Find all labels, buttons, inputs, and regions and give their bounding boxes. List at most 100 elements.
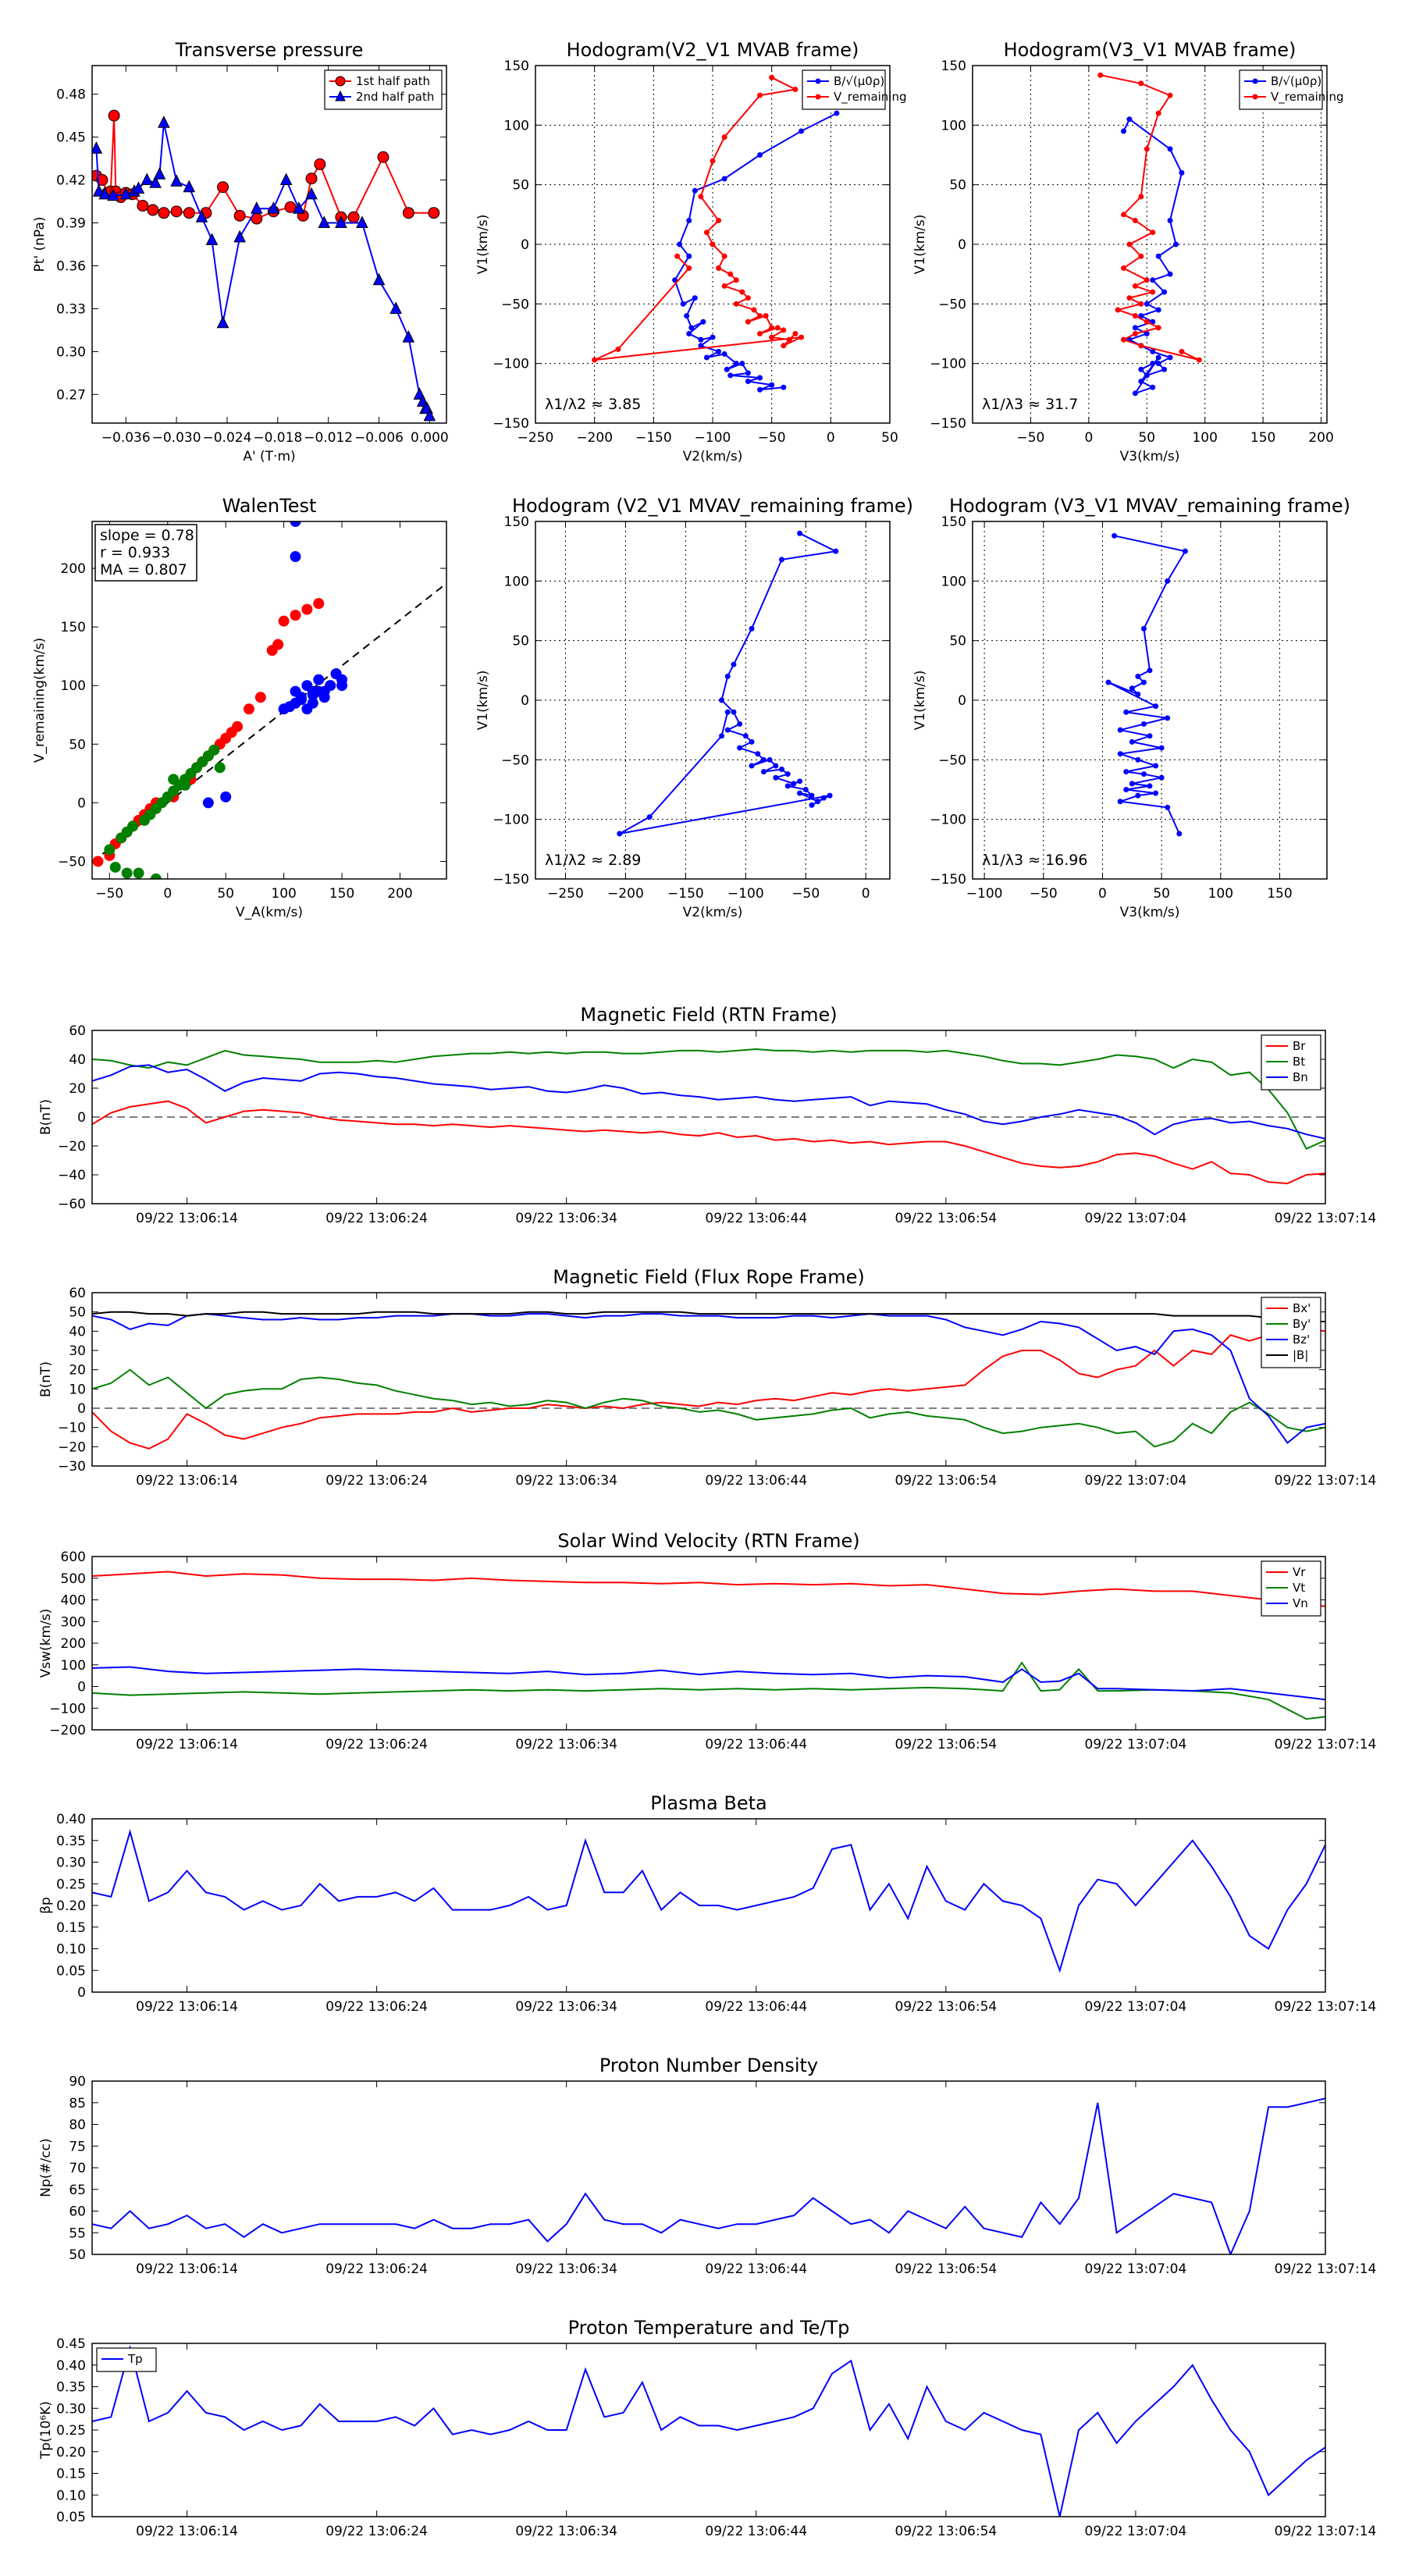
y-tick-label: 30	[69, 1343, 86, 1359]
data-point	[1153, 703, 1159, 710]
data-point	[1144, 301, 1150, 307]
series-bx-	[92, 1328, 1325, 1450]
data-point	[170, 174, 183, 187]
data-point	[749, 763, 755, 769]
y-tick-label: 0	[77, 1680, 86, 1695]
plot-area	[1097, 72, 1202, 397]
data-point	[686, 217, 692, 223]
data-point	[104, 844, 116, 856]
data-point	[769, 334, 775, 340]
data-point	[149, 176, 162, 188]
data-point	[797, 530, 803, 536]
x-tick-label: −0.006	[354, 430, 404, 446]
data-point	[1144, 146, 1150, 152]
x-axis-label: V3(km/s)	[1120, 905, 1180, 920]
axes-frame	[91, 65, 447, 424]
y-tick-label: −100	[49, 1701, 86, 1717]
data-point	[719, 697, 725, 703]
data-point	[278, 615, 290, 627]
legend-label: Vt	[1293, 1581, 1305, 1595]
data-point	[1150, 229, 1156, 236]
data-point	[710, 241, 716, 247]
y-tick-label: 85	[69, 2096, 86, 2112]
legend-box	[324, 69, 443, 110]
y-tick-label: 0	[77, 1985, 86, 2001]
data-point	[1167, 354, 1173, 361]
data-point	[751, 307, 757, 313]
chart-h2: Hodogram(V3_V1 MVAB frame) −50 0 50 100 150 20…	[912, 39, 1344, 464]
data-point	[290, 610, 301, 621]
series-line	[594, 76, 802, 361]
x-tick-label: 09/22 13:07:14	[1275, 1999, 1377, 2015]
plot-area	[92, 2344, 1325, 2517]
y-tick-label: 400	[61, 1593, 86, 1609]
data-point	[716, 217, 722, 223]
data-point	[739, 361, 745, 367]
data-point	[760, 756, 767, 763]
data-point	[109, 861, 121, 873]
y-axis-label: V1(km/s)	[475, 215, 491, 275]
x-tick-label: 100	[1192, 430, 1217, 446]
eigen-ratio-label: λ1/λ3 ≈ 16.96	[982, 852, 1087, 869]
data-point	[1121, 265, 1127, 272]
data-point	[724, 673, 731, 679]
axes-frame	[91, 1292, 1326, 1467]
data-point	[389, 301, 402, 314]
data-point	[428, 207, 440, 219]
x-tick-label: 09/22 13:06:44	[705, 1737, 807, 1752]
data-point	[1158, 745, 1165, 751]
legend-marker	[815, 78, 821, 84]
data-point	[674, 253, 681, 259]
data-point	[815, 799, 821, 805]
data-point	[96, 174, 108, 187]
data-point	[284, 701, 296, 713]
x-tick-label: −200	[576, 430, 613, 446]
data-point	[1155, 325, 1161, 331]
x-tick-label: 50	[1138, 430, 1155, 446]
legend-label: 1st half path	[356, 74, 430, 88]
data-point	[760, 769, 767, 775]
y-tick-label: −50	[58, 854, 86, 870]
series-line	[92, 2344, 1325, 2517]
chart-beta: Plasma Beta 09/22 13:06:14 09/22 13:06:24 0…	[38, 1792, 1376, 2015]
data-point	[250, 201, 263, 214]
legend-label: |B|	[1293, 1348, 1308, 1362]
y-tick-label: 50	[69, 737, 86, 753]
y-tick-label: 100	[504, 118, 529, 133]
data-point	[216, 315, 229, 329]
data-point	[1138, 80, 1144, 87]
y-axis-label: B(nT)	[38, 1361, 54, 1397]
y-tick-label: 60	[69, 1023, 86, 1039]
data-point	[802, 787, 809, 792]
series-b-0-	[672, 110, 840, 393]
x-tick-label: −200	[607, 886, 644, 902]
data-point	[1135, 792, 1141, 799]
x-tick-label: 09/22 13:07:04	[1085, 1211, 1187, 1226]
data-point	[757, 386, 763, 393]
x-tick-label: −50	[1016, 430, 1044, 446]
data-point	[733, 361, 739, 367]
x-tick-label: −0.030	[152, 430, 201, 446]
data-point	[809, 792, 815, 799]
data-point	[742, 733, 749, 739]
y-axis-label: Pt' (nPa)	[32, 217, 48, 272]
y-tick-label: 0.05	[56, 1963, 86, 1979]
y-axis-label: Np(#/cc)	[38, 2138, 54, 2197]
x-tick-label: −250	[518, 430, 554, 446]
legend-box	[802, 69, 886, 110]
legend-label: Vn	[1293, 1596, 1308, 1610]
data-point	[784, 771, 791, 777]
series-line	[92, 1368, 1325, 1448]
data-point	[377, 151, 389, 163]
series-v-remaining	[592, 74, 804, 363]
data-point	[703, 229, 710, 236]
series-2nd-half-path	[92, 116, 436, 422]
data-point	[784, 783, 791, 789]
x-tick-label: 09/22 13:06:14	[136, 1999, 238, 2015]
legend-label: By'	[1293, 1317, 1311, 1331]
legend-label: 2nd half path	[356, 90, 434, 104]
x-tick-label: 09/22 13:07:04	[1085, 1737, 1187, 1752]
y-tick-label: 50	[69, 1305, 86, 1321]
series-line	[92, 1571, 1325, 1607]
